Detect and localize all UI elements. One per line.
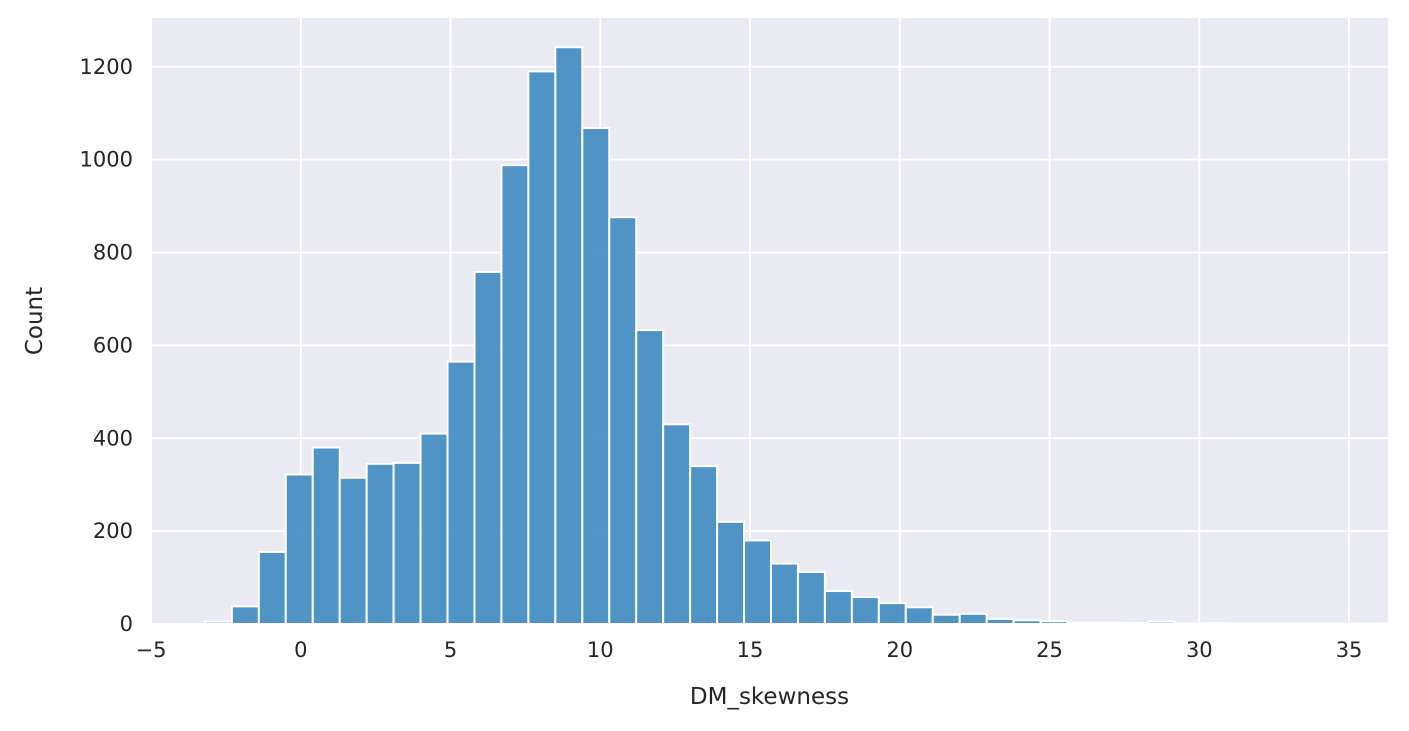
y-tick-label: 1200 <box>80 55 133 79</box>
histogram-bar <box>392 461 422 626</box>
histogram-bar <box>850 596 880 625</box>
y-axis-label: Count <box>22 287 48 355</box>
y-tick-label: 1000 <box>80 148 133 172</box>
histogram-bar <box>877 602 907 626</box>
histogram-bar <box>473 271 503 625</box>
y-tick-label: 400 <box>93 426 133 450</box>
y-tick-label: 800 <box>93 241 133 265</box>
x-tick-label: −5 <box>136 638 167 662</box>
x-axis-label: DM_skewness <box>690 684 849 710</box>
histogram-bar <box>635 329 665 625</box>
histogram-bar <box>365 462 395 625</box>
histogram-bar <box>419 432 449 625</box>
x-tick-label: 0 <box>294 638 307 662</box>
y-tick-label: 600 <box>93 333 133 357</box>
histogram-bar <box>1147 620 1177 626</box>
histogram-bar <box>554 46 584 625</box>
x-axis-ticks: −5 0 5 10 15 20 25 30 35 <box>136 638 1363 662</box>
histogram-bar <box>931 613 961 626</box>
bars <box>203 46 1392 626</box>
histogram-bar <box>1039 620 1069 626</box>
histogram-bar <box>662 423 692 625</box>
histogram-bar <box>257 551 287 626</box>
histogram-bar <box>311 446 341 625</box>
histogram-bar <box>743 539 772 626</box>
histogram-bar <box>985 617 1015 626</box>
histogram-bar <box>1066 621 1096 625</box>
histogram-bar <box>958 612 988 626</box>
histogram-bar <box>581 127 611 625</box>
histogram-bar <box>338 476 368 626</box>
histogram-bar <box>904 606 934 626</box>
histogram-bar <box>1201 622 1231 626</box>
x-tick-label: 15 <box>737 638 764 662</box>
histogram-bar <box>527 70 557 626</box>
histogram-bar <box>608 216 638 625</box>
histogram-bar <box>1120 622 1150 626</box>
histogram-bar <box>689 465 719 625</box>
histogram-bar <box>500 164 530 626</box>
histogram-bar <box>1012 619 1042 625</box>
x-tick-label: 10 <box>587 638 614 662</box>
histogram-bar <box>769 562 799 626</box>
histogram-bar <box>823 590 853 626</box>
histogram-bar <box>446 360 476 625</box>
histogram-bar <box>796 570 826 625</box>
histogram-bar <box>203 620 233 626</box>
x-tick-label: 30 <box>1186 638 1213 662</box>
histogram-bar <box>716 520 746 625</box>
y-tick-label: 0 <box>120 612 133 636</box>
y-tick-label: 200 <box>93 519 133 543</box>
x-tick-label: 5 <box>444 638 457 662</box>
histogram-bar <box>230 605 260 625</box>
histogram-bar <box>1093 621 1123 625</box>
x-tick-label: 25 <box>1036 638 1063 662</box>
histogram-bar <box>284 473 314 626</box>
y-axis-ticks: 0 200 400 600 800 1000 1200 <box>80 55 133 636</box>
x-tick-label: 35 <box>1336 638 1363 662</box>
x-tick-label: 20 <box>886 638 913 662</box>
